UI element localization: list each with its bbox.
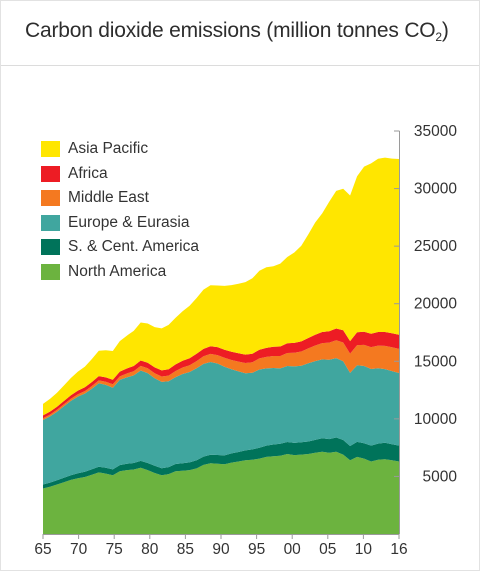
title-bar: Carbon dioxide emissions (million tonnes… [1,1,479,66]
area-asia-pacific [43,157,399,416]
y-tick-label: 35000 [414,123,457,140]
legend-swatch [41,239,60,256]
y-tick-label: 30000 [414,181,457,198]
x-axis-ticks: 65 70 75 80 85 90 95 00 05 10 16 [34,534,408,558]
legend-label: Africa [68,164,108,182]
y-tick-label: 25000 [414,238,457,255]
legend-label: S. & Cent. America [68,238,199,256]
area-north-america [43,451,399,534]
legend-item-europe-eurasia: Europe & Eurasia [41,211,199,236]
legend-label: Middle East [68,189,149,207]
legend: Asia Pacific Africa Middle East Europe & Eu… [41,137,199,284]
legend-item-africa: Africa [41,162,199,187]
x-tick-label: 70 [70,541,88,558]
x-tick-label: 65 [34,541,51,558]
chart-title-close: ) [441,19,449,42]
legend-label: Asia Pacific [68,140,149,158]
y-tick-label: 20000 [414,296,457,313]
x-tick-label: 00 [284,541,302,558]
y-tick-label: 15000 [414,353,457,370]
legend-item-north-america: North America [41,260,199,285]
legend-item-asia-pacific: Asia Pacific [41,137,199,162]
chart-title-subscript: 2 [435,30,442,44]
legend-swatch [41,190,60,207]
x-tick-label: 90 [212,541,230,558]
x-tick-label: 10 [355,541,373,558]
legend-swatch [41,214,60,231]
legend-item-s-cent-america: S. & Cent. America [41,235,199,260]
chart-title: Carbon dioxide emissions (million tonnes… [25,19,449,44]
x-tick-label: 75 [106,541,123,558]
legend-label: Europe & Eurasia [68,213,190,231]
legend-swatch [41,165,60,182]
y-tick-label: 10000 [414,411,457,428]
area-europe-eurasia [43,358,399,485]
legend-swatch [41,263,60,280]
y-tick-label: 5000 [423,468,458,485]
area-africa [43,328,399,419]
legend-item-middle-east: Middle East [41,186,199,211]
x-tick-label: 05 [319,541,336,558]
area-middle-east [43,340,399,420]
y-axis-ticks: 5000 10000 15000 20000 25000 30000 35000 [394,123,457,485]
area-layers [43,157,399,534]
x-tick-label: 95 [248,541,265,558]
legend-swatch [41,141,60,158]
x-tick-label: 80 [141,541,159,558]
legend-label: North America [68,262,167,280]
x-tick-label: 16 [390,541,407,558]
x-tick-label: 85 [177,541,194,558]
area-s-cent-america [43,437,399,489]
chart-title-main: Carbon dioxide emissions (million tonnes… [25,19,436,42]
